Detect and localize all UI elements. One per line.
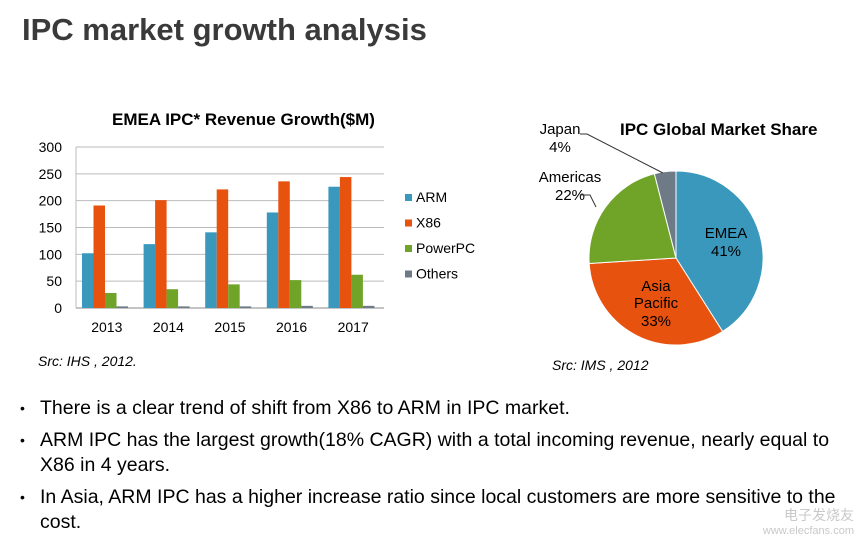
legend-label-x86: X86 (416, 215, 441, 231)
bar-powerpc-2017 (351, 274, 363, 308)
y-tick-label: 150 (39, 220, 63, 236)
bar-x86-2014 (155, 200, 167, 308)
pie-leader-line (580, 133, 664, 174)
bar-chart-title: EMEA IPC* Revenue Growth($M) (112, 110, 375, 129)
y-tick-label: 0 (54, 300, 62, 316)
pie-slice-japan (653, 170, 677, 259)
watermark-brand: 电子发烧友 (784, 507, 854, 523)
bullet-item: • ARM IPC has the largest growth(18% CAGR… (20, 428, 850, 478)
bar-others-2016 (301, 305, 313, 308)
pie-chart-title: IPC Global Market Share (620, 120, 818, 139)
bar-x86-2016 (278, 181, 290, 308)
legend-label-powerpc: PowerPC (416, 240, 475, 256)
bullet-icon: • (20, 400, 25, 416)
x-tick-label: 2014 (153, 319, 184, 335)
pie-label-name: EMEA (705, 225, 748, 242)
pie-label-value: 4% (549, 139, 571, 156)
pie-label-value: 41% (711, 243, 741, 260)
legend-swatch-others (405, 270, 412, 278)
bar-powerpc-2015 (228, 284, 240, 308)
bar-arm-2014 (143, 244, 156, 308)
legend-label-arm: ARM (416, 189, 447, 205)
bar-arm-2017 (328, 186, 340, 308)
pie-chart-source: Src: IMS , 2012 (552, 357, 649, 373)
pie-label-value: 22% (555, 187, 585, 204)
bullet-text: There is a clear trend of shift from X86… (40, 397, 570, 419)
y-tick-label: 300 (39, 139, 63, 155)
bullet-item: • In Asia, ARM IPC has a higher increase … (20, 485, 850, 535)
pie-label-name: Asia (641, 278, 671, 295)
pie-slice-asia-pacific (588, 257, 724, 346)
bar-x86-2017 (339, 177, 352, 308)
bar-x86-2013 (93, 205, 105, 308)
legend-swatch-arm (405, 194, 412, 201)
x-tick-label: 2015 (214, 319, 245, 335)
x-tick-label: 2013 (91, 319, 122, 335)
pie-label-name: Pacific (634, 295, 679, 312)
pie-label-name: Japan (540, 121, 581, 138)
y-tick-label: 50 (46, 273, 62, 289)
bar-others-2013 (116, 306, 128, 308)
pie-label-name: Americas (539, 169, 602, 186)
pie-label-value: 33% (641, 313, 671, 330)
bar-powerpc-2014 (166, 289, 179, 308)
pie-slice-americas (588, 173, 677, 264)
y-tick-label: 250 (39, 166, 63, 182)
watermark: 电子发烧友 www.elecfans.com (763, 505, 854, 537)
bar-others-2015 (239, 306, 252, 308)
bar-others-2014 (178, 306, 190, 308)
x-tick-label: 2017 (338, 319, 369, 335)
y-tick-label: 200 (39, 193, 63, 209)
bar-arm-2016 (266, 212, 279, 308)
bullet-list: • There is a clear trend of shift from X8… (20, 396, 850, 542)
legend-label-others: Others (416, 266, 458, 282)
bar-chart: 0 50 100 150 200 250 300 2013 2014 2015 2016 2017 AR… (39, 139, 476, 335)
bullet-icon: • (20, 489, 25, 505)
bar-powerpc-2013 (105, 292, 117, 308)
y-tick-label: 100 (39, 246, 63, 262)
legend-swatch-powerpc (405, 245, 412, 252)
bar-others-2017 (362, 305, 375, 308)
watermark-url: www.elecfans.com (762, 525, 854, 537)
bullet-text: In Asia, ARM IPC has a higher increase r… (40, 486, 836, 533)
page-title: IPC market growth analysis (22, 12, 427, 47)
bar-chart-source: Src: IHS , 2012. (38, 353, 137, 369)
legend-swatch-x86 (405, 219, 412, 227)
bullet-icon: • (20, 432, 25, 448)
pie-leader-line (580, 194, 597, 208)
bar-arm-2015 (205, 232, 217, 308)
bullet-item: • There is a clear trend of shift from X8… (20, 396, 850, 421)
bar-arm-2013 (82, 253, 94, 308)
bar-x86-2015 (216, 189, 229, 308)
bullet-text: ARM IPC has the largest growth(18% CAGR)… (40, 429, 830, 476)
x-tick-label: 2016 (276, 319, 307, 335)
bar-powerpc-2016 (289, 280, 302, 308)
